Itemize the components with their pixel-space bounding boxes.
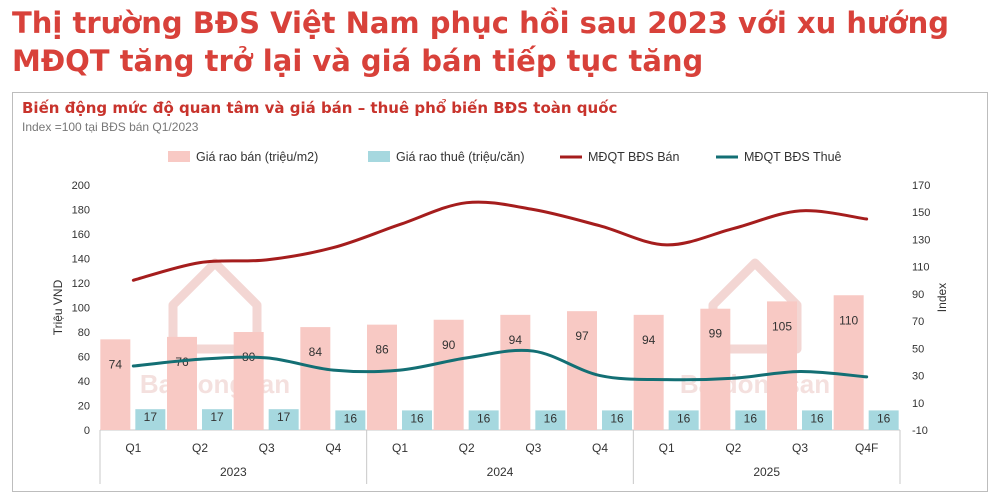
bar-rent-price xyxy=(668,410,699,430)
bar-rent-price xyxy=(202,409,232,430)
x-tick-label: Q2 xyxy=(459,441,475,455)
bar-sale-price xyxy=(700,308,731,430)
x-tick-label: Q2 xyxy=(725,441,741,455)
y-tick-label: 120 xyxy=(72,278,90,290)
bar-rent-label: 16 xyxy=(477,411,491,425)
chart-title: Biến động mức độ quan tâm và giá bán – t… xyxy=(22,99,618,117)
bar-rent-price xyxy=(735,410,766,430)
y2-tick-label: 170 xyxy=(912,180,930,192)
y2-tick-label: -10 xyxy=(912,425,928,437)
bar-sale-label: 94 xyxy=(642,333,656,347)
bar-sale-label: 86 xyxy=(375,343,389,357)
x-tick-label: Q1 xyxy=(125,441,141,455)
y-tick-label: 60 xyxy=(78,352,90,364)
bar-sale-price xyxy=(833,295,864,430)
bar-sale-label: 99 xyxy=(709,327,723,341)
x-tick-label: Q4 xyxy=(325,441,341,455)
x-tick-label: Q3 xyxy=(792,441,808,455)
y2-tick-label: 90 xyxy=(912,289,924,301)
bar-rent-price xyxy=(135,409,166,430)
bar-sale-label: 105 xyxy=(772,319,792,333)
legend-label-4: MĐQT BĐS Thuê xyxy=(744,150,842,164)
x-tick-label: Q1 xyxy=(659,441,675,455)
chart-subtitle: Index =100 tại BĐS bán Q1/2023 xyxy=(22,120,199,134)
legend-swatch-1 xyxy=(168,151,190,162)
y-tick-label: 100 xyxy=(72,303,90,315)
headline-line-1: Thị trường BĐS Việt Nam phục hồi sau 202… xyxy=(12,6,949,40)
bar-rent-price xyxy=(468,410,499,430)
bar-rent-label: 16 xyxy=(410,411,424,425)
bar-rent-label: 17 xyxy=(144,410,158,424)
bar-rent-label: 16 xyxy=(610,411,624,425)
y-tick-label: 40 xyxy=(78,376,90,388)
y2-tick-label: 130 xyxy=(912,234,930,246)
x-group-label: 2025 xyxy=(753,465,780,479)
y2-tick-label: 70 xyxy=(912,316,924,328)
x-group-label: 2024 xyxy=(487,465,514,479)
y-tick-label: 180 xyxy=(72,205,90,217)
y-tick-label: 20 xyxy=(78,401,90,413)
legend-label-1: Giá rao bán (triệu/m2) xyxy=(196,150,318,164)
headline: Thị trường BĐS Việt Nam phục hồi sau 202… xyxy=(12,4,992,80)
bar-sale-label: 110 xyxy=(839,313,858,327)
line-interest-rent xyxy=(131,348,869,382)
bar-sale-price xyxy=(300,327,331,430)
bar-rent-price xyxy=(868,410,899,430)
bar-rent-label: 17 xyxy=(210,410,224,424)
y-tick-label: 160 xyxy=(72,229,90,241)
y-tick-label: 140 xyxy=(72,254,90,266)
y-axis-title: Triệu VND xyxy=(51,279,65,335)
line-interest-sale xyxy=(131,200,869,282)
y2-tick-label: 150 xyxy=(912,207,930,219)
bar-rent-label: 16 xyxy=(344,411,358,425)
bar-sale-label: 74 xyxy=(109,357,123,371)
bar-sale-price xyxy=(633,314,664,430)
bar-sale-label: 84 xyxy=(309,345,323,359)
y2-tick-label: 30 xyxy=(912,371,924,383)
bar-sale-label: 90 xyxy=(442,338,456,352)
legend-label-2: Giá rao thuê (triệu/căn) xyxy=(396,150,525,164)
bar-rent-label: 16 xyxy=(744,411,758,425)
bar-rent-price xyxy=(602,410,632,430)
bar-sale-price xyxy=(500,314,531,430)
y-tick-label: 0 xyxy=(84,425,90,437)
bar-sale-price xyxy=(233,332,264,430)
y2-tick-label: 50 xyxy=(912,343,924,355)
bar-sale-price xyxy=(367,324,397,430)
legend-label-3: MĐQT BĐS Bán xyxy=(588,150,680,164)
bar-sale-price xyxy=(767,301,797,430)
y-tick-label: 80 xyxy=(78,327,90,339)
bar-sale-price xyxy=(100,339,131,430)
bar-rent-price xyxy=(802,410,832,430)
bar-rent-label: 16 xyxy=(544,411,558,425)
bar-sale-price xyxy=(167,336,197,430)
bar-sale-label: 97 xyxy=(575,329,589,343)
y-tick-label: 200 xyxy=(72,180,90,192)
bar-rent-price xyxy=(268,409,299,430)
headline-line-2: MĐQT tăng trở lại và giá bán tiếp tục tă… xyxy=(12,44,704,78)
bar-rent-label: 16 xyxy=(810,411,824,425)
x-group-label: 2023 xyxy=(220,465,247,479)
x-tick-label: Q1 xyxy=(392,441,408,455)
legend-swatch-2 xyxy=(368,151,390,162)
bar-rent-price xyxy=(402,410,432,430)
x-tick-label: Q3 xyxy=(259,441,275,455)
y2-tick-label: 110 xyxy=(912,262,930,274)
bar-rent-label: 16 xyxy=(877,411,891,425)
bar-rent-price xyxy=(535,410,566,430)
bar-sale-label: 94 xyxy=(509,333,523,347)
watermark-text-1: Batdongsan xyxy=(140,369,290,399)
bar-rent-price xyxy=(335,410,366,430)
bar-rent-label: 16 xyxy=(677,411,691,425)
bar-sale-price xyxy=(433,319,464,430)
y2-tick-label: 10 xyxy=(912,398,924,410)
x-tick-label: Q4F xyxy=(855,441,878,455)
y2-axis-title: Index xyxy=(935,283,949,312)
x-tick-label: Q3 xyxy=(525,441,541,455)
bar-rent-label: 17 xyxy=(277,410,291,424)
x-tick-label: Q4 xyxy=(592,441,608,455)
chart-panel xyxy=(12,92,988,492)
x-tick-label: Q2 xyxy=(192,441,208,455)
